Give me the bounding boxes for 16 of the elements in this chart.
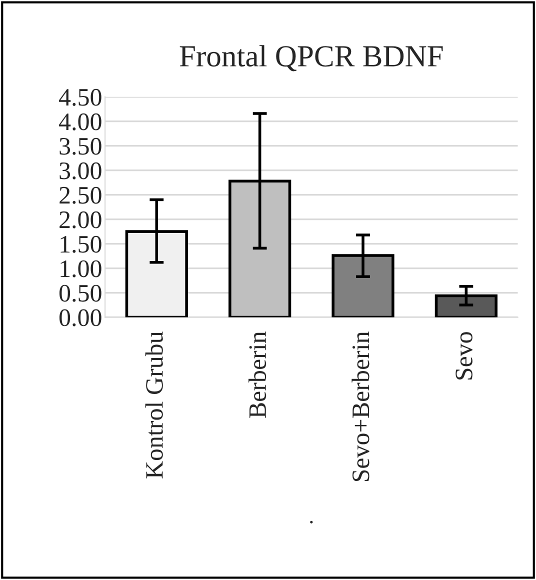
x-tick-label: Berberin — [248, 332, 266, 418]
chart-title: Frontal QPCR BDNF — [180, 45, 443, 72]
y-tick-label: 4.50 — [59, 88, 102, 106]
x-tick-label: Sevo+Berberin — [352, 332, 370, 482]
y-tick-label: 2.50 — [60, 186, 102, 204]
y-tick-label: 2.00 — [60, 211, 102, 228]
y-tick-label: 0.50 — [59, 284, 102, 302]
x-axis-title: . — [310, 520, 313, 524]
y-tick-label: 1.00 — [60, 260, 102, 278]
y-tick-label: 3.00 — [60, 162, 102, 180]
y-tick-label: 1.50 — [60, 236, 102, 253]
y-tick-label: 4.00 — [59, 113, 102, 130]
y-tick-label: 3.50 — [60, 138, 102, 155]
x-tick-label: Sevo — [456, 332, 472, 380]
x-tick-label: Kontrol Grubu — [145, 332, 163, 478]
y-tick-label: 0.00 — [59, 309, 102, 326]
